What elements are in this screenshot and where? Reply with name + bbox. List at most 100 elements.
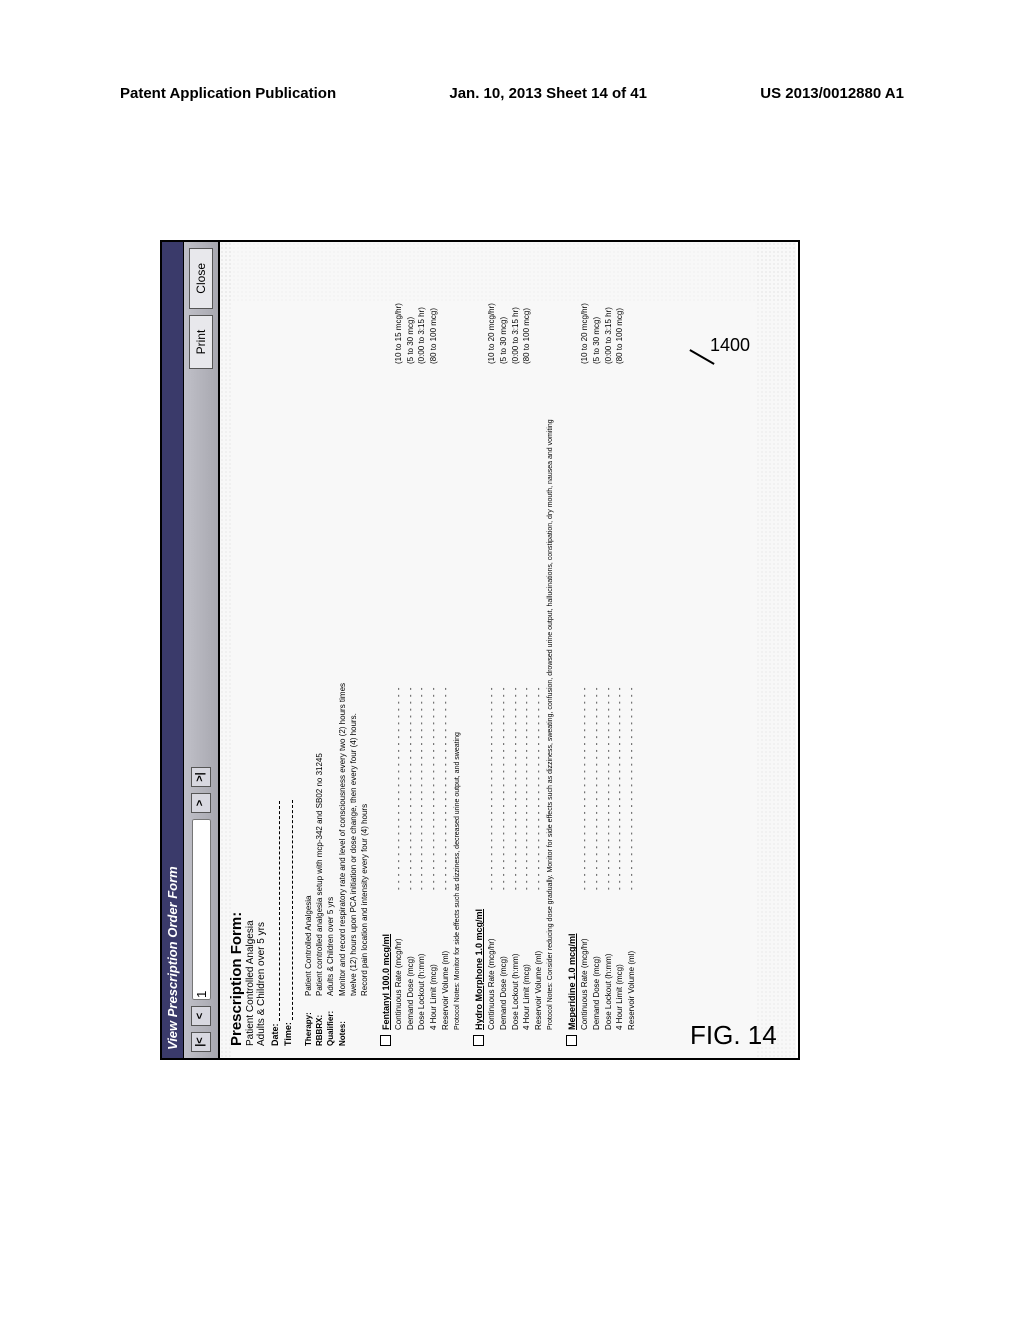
dose-row: Demand Dose (mcg)- - - - - - - - - - - -… xyxy=(405,254,417,1030)
rbbrx-label: RBBRX: xyxy=(314,996,325,1046)
dose-range: (10 to 15 mcg/hr) xyxy=(393,254,405,364)
nav-last-button[interactable]: >| xyxy=(191,767,211,787)
header-right: US 2013/0012880 A1 xyxy=(760,85,904,102)
figure-rotated-container: View Prescription Order Form |< < > >| P… xyxy=(70,330,890,970)
dose-row: Reservoir Volume (ml)- - - - - - - - - -… xyxy=(440,254,452,1030)
drug-block: Fentanyl 100.0 mcg/mlContinuous Rate (mc… xyxy=(380,254,463,1046)
dose-fill-line: - - - - - - - - - - - - - - - - - - - - … xyxy=(486,364,498,890)
dose-range: (5 to 30 mcg) xyxy=(591,254,603,364)
dose-fill-line: - - - - - - - - - - - - - - - - - - - - … xyxy=(603,364,615,890)
dose-label: Dose Lockout (h:mm) xyxy=(603,890,615,1030)
drug-title: Meperidine 1.0 mcg/ml xyxy=(566,254,579,1030)
dose-label: Continuous Rate (mcg/hr) xyxy=(579,890,591,1030)
dose-fill-line: - - - - - - - - - - - - - - - - - - - - … xyxy=(416,364,428,890)
date-label: Date: xyxy=(270,1023,280,1046)
header-center: Jan. 10, 2013 Sheet 14 of 41 xyxy=(449,85,647,102)
date-line: Date: xyxy=(270,254,280,1046)
dose-fill-line: - - - - - - - - - - - - - - - - - - - - … xyxy=(521,364,533,890)
qualifier-value: Adults & Children over 5 yrs xyxy=(326,897,335,996)
dose-range: (5 to 30 mcg) xyxy=(498,254,510,364)
therapy-value: Patient Controlled Analgesia xyxy=(304,895,313,996)
dose-label: Reservoir Volume (ml) xyxy=(626,890,638,1030)
dose-range: (80 to 100 mcg) xyxy=(428,254,440,364)
dose-label: Dose Lockout (h:mm) xyxy=(510,890,522,1030)
dose-range xyxy=(533,254,545,364)
page-number-input[interactable] xyxy=(192,819,211,1000)
therapy-label: Therapy: xyxy=(303,996,314,1046)
nav-first-button[interactable]: |< xyxy=(191,1032,211,1052)
nav-prev-button[interactable]: < xyxy=(191,1006,211,1026)
dose-range: (0:00 to 3:15 hr) xyxy=(416,254,428,364)
qualifier-label: Qualifier: xyxy=(325,996,336,1046)
dose-label: Continuous Rate (mcg/hr) xyxy=(486,890,498,1030)
scan-noise-top xyxy=(220,242,232,1058)
dose-range: (80 to 100 mcg) xyxy=(521,254,533,364)
callout-1400: 1400 xyxy=(710,335,750,356)
dose-fill-line: - - - - - - - - - - - - - - - - - - - - … xyxy=(440,364,452,890)
dose-range: (80 to 100 mcg) xyxy=(614,254,626,364)
close-button[interactable]: Close xyxy=(189,248,213,309)
dose-label: Demand Dose (mcg) xyxy=(405,890,417,1030)
notes-line3: Record pain location and intensity every… xyxy=(359,254,370,1046)
form-subtitle-2: Adults & Children over 5 yrs xyxy=(256,254,267,1046)
dose-row: Dose Lockout (h:mm)- - - - - - - - - - -… xyxy=(603,254,615,1030)
toolbar: |< < > >| Print Close xyxy=(184,242,220,1058)
dose-label: 4 Hour Limit (mcg) xyxy=(521,890,533,1030)
dose-range: (10 to 20 mcg/hr) xyxy=(486,254,498,364)
dose-row: Dose Lockout (h:mm)- - - - - - - - - - -… xyxy=(510,254,522,1030)
form-subtitle-1: Patient Controlled Analgesia xyxy=(245,254,256,1046)
notes-line1: Monitor and record respiratory rate and … xyxy=(338,683,347,996)
dose-row: Demand Dose (mcg)- - - - - - - - - - - -… xyxy=(591,254,603,1030)
dose-range: (10 to 20 mcg/hr) xyxy=(579,254,591,364)
dose-row: Demand Dose (mcg)- - - - - - - - - - - -… xyxy=(498,254,510,1030)
window-titlebar: View Prescription Order Form xyxy=(162,242,184,1058)
dose-row: Continuous Rate (mcg/hr)- - - - - - - - … xyxy=(486,254,498,1030)
dose-fill-line: - - - - - - - - - - - - - - - - - - - - … xyxy=(626,364,638,890)
notes-line2: twelve (12) hours upon PCA initiation or… xyxy=(348,254,359,1046)
prescription-window: View Prescription Order Form |< < > >| P… xyxy=(160,240,800,1060)
drug-block: Hydro Morphone 1.0 mcg/mlContinuous Rate… xyxy=(473,254,556,1046)
dose-label: Reservoir Volume (ml) xyxy=(440,890,452,1030)
dose-fill-line: - - - - - - - - - - - - - - - - - - - - … xyxy=(393,364,405,890)
nav-next-button[interactable]: > xyxy=(191,793,211,813)
dose-row: Reservoir Volume (ml)- - - - - - - - - -… xyxy=(626,254,638,1030)
drug-checkbox[interactable] xyxy=(473,1035,484,1046)
dose-fill-line: - - - - - - - - - - - - - - - - - - - - … xyxy=(428,364,440,890)
dose-range xyxy=(626,254,638,364)
drug-title: Hydro Morphone 1.0 mcg/ml xyxy=(473,254,486,1030)
dose-fill-line: - - - - - - - - - - - - - - - - - - - - … xyxy=(614,364,626,890)
figure-label: FIG. 14 xyxy=(690,1020,777,1051)
rbbrx-value: Patient controlled analgesia setup with … xyxy=(315,753,324,996)
dose-range: (5 to 30 mcg) xyxy=(405,254,417,364)
form-body: Prescription Form: Patient Controlled An… xyxy=(220,242,796,1058)
dose-label: Reservoir Volume (ml) xyxy=(533,890,545,1030)
page-header: Patent Application Publication Jan. 10, … xyxy=(0,85,1024,102)
dose-row: 4 Hour Limit (mcg)- - - - - - - - - - - … xyxy=(614,254,626,1030)
dose-row: Continuous Rate (mcg/hr)- - - - - - - - … xyxy=(579,254,591,1030)
dose-fill-line: - - - - - - - - - - - - - - - - - - - - … xyxy=(533,364,545,890)
dose-row: 4 Hour Limit (mcg)- - - - - - - - - - - … xyxy=(521,254,533,1030)
dose-fill-line: - - - - - - - - - - - - - - - - - - - - … xyxy=(579,364,591,890)
drugs-container: Fentanyl 100.0 mcg/mlContinuous Rate (mc… xyxy=(380,254,637,1046)
dose-label: Dose Lockout (h:mm) xyxy=(416,890,428,1030)
print-button[interactable]: Print xyxy=(189,315,213,370)
scan-noise-bottom xyxy=(756,242,796,1058)
drug-checkbox[interactable] xyxy=(380,1035,391,1046)
notes-block: Therapy:Patient Controlled Analgesia RBB… xyxy=(303,254,370,1046)
drug-block: Meperidine 1.0 mcg/mlContinuous Rate (mc… xyxy=(566,254,637,1046)
dose-range xyxy=(440,254,452,364)
protocol-note: Protocol Notes: Consider reducing dose g… xyxy=(546,254,556,1030)
protocol-note: Protocol Notes: Monitor for side effects… xyxy=(453,254,463,1030)
dose-label: Demand Dose (mcg) xyxy=(498,890,510,1030)
date-blank xyxy=(272,801,280,1021)
dose-row: 4 Hour Limit (mcg)- - - - - - - - - - - … xyxy=(428,254,440,1030)
header-left: Patent Application Publication xyxy=(120,85,336,102)
dose-label: 4 Hour Limit (mcg) xyxy=(428,890,440,1030)
dose-row: Continuous Rate (mcg/hr)- - - - - - - - … xyxy=(393,254,405,1030)
time-blank xyxy=(285,800,293,1020)
dose-range: (0:00 to 3:15 hr) xyxy=(603,254,615,364)
dose-row: Reservoir Volume (ml)- - - - - - - - - -… xyxy=(533,254,545,1030)
dose-range: (0:00 to 3:15 hr) xyxy=(510,254,522,364)
drug-checkbox[interactable] xyxy=(566,1035,577,1046)
time-label: Time: xyxy=(283,1022,293,1046)
